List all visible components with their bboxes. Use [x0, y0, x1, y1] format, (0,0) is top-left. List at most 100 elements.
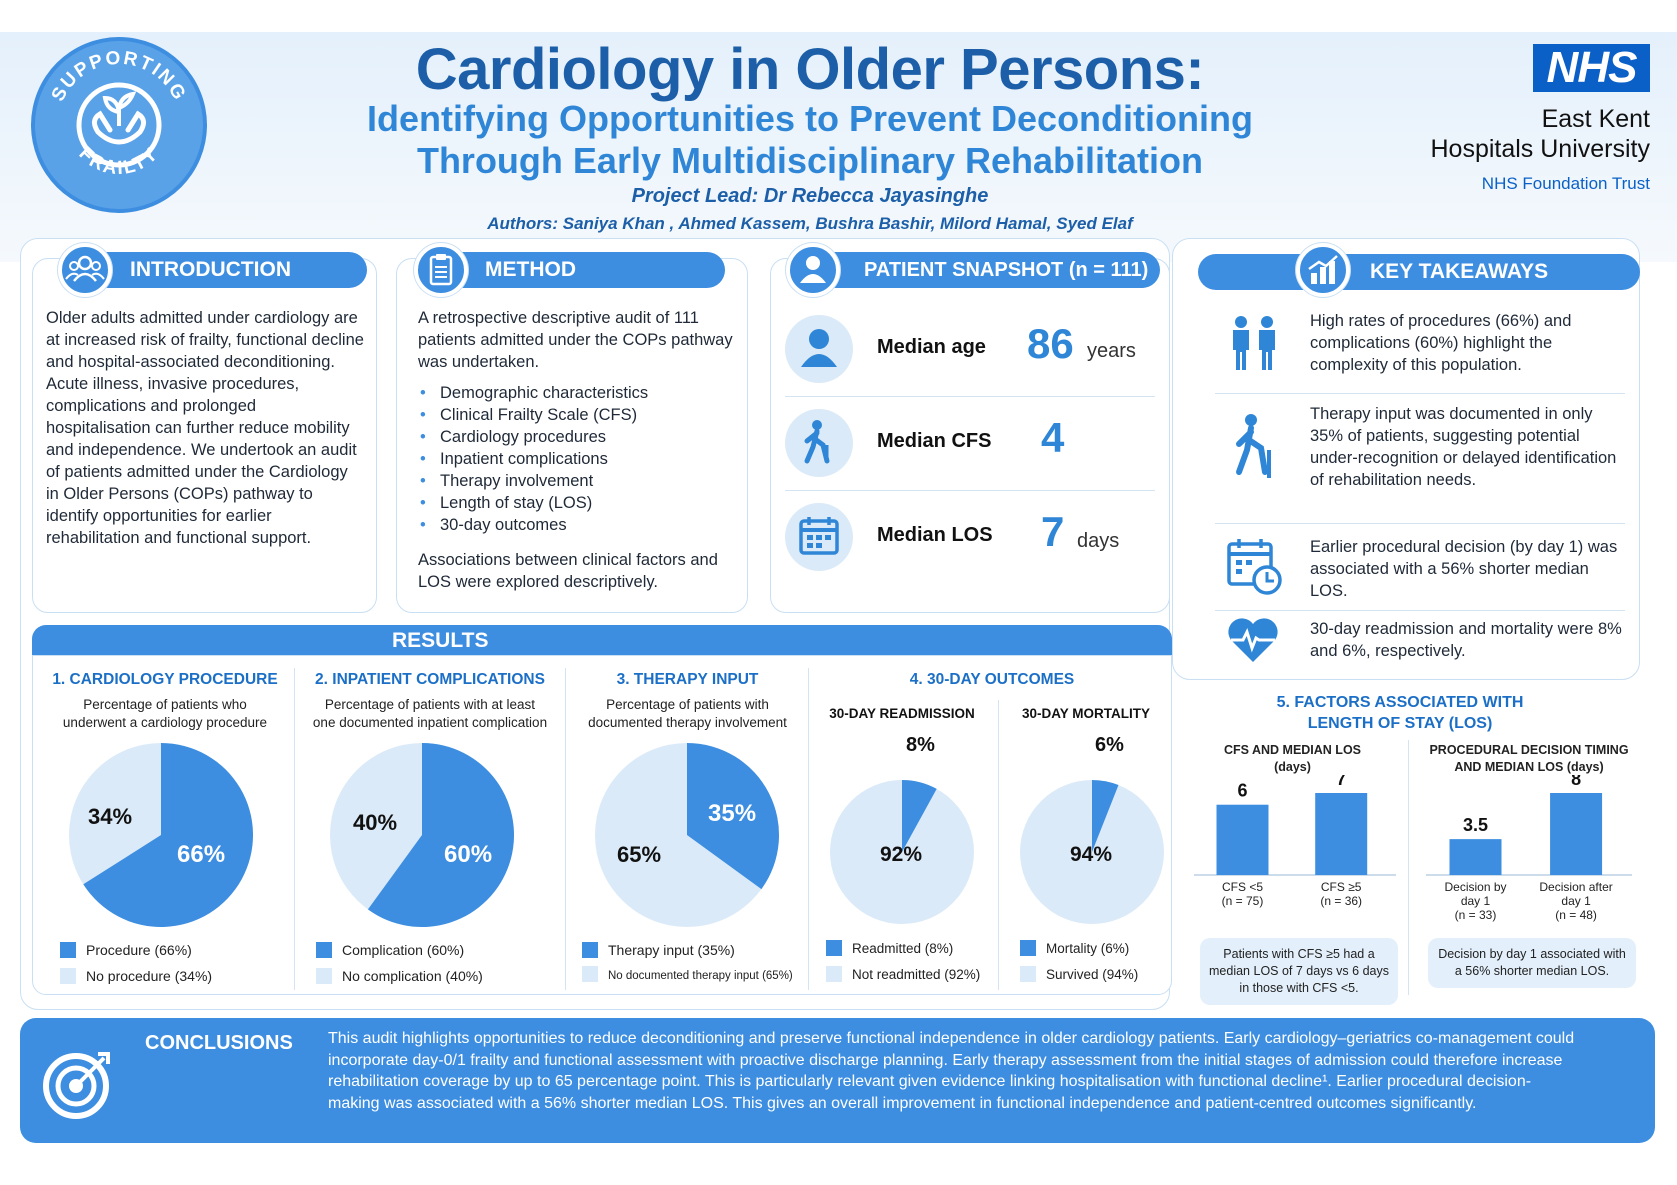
method-item: Clinical Frailty Scale (CFS) — [418, 404, 736, 426]
complications-pie-chart — [330, 743, 514, 927]
cfs-bar-chart: 6 CFS <5(n = 75) 7 CFS ≥5(n = 36) — [1194, 775, 1396, 908]
results-title: RESULTS — [392, 629, 489, 652]
outcomes-title: 4. 30-DAY OUTCOMES — [909, 671, 1075, 688]
bar-category-label: (n = 75) — [1222, 894, 1264, 908]
legend-swatch — [582, 966, 598, 982]
therapy-title: 3. THERAPY INPUT — [616, 671, 759, 688]
legend-swatch — [826, 940, 842, 956]
pie-label-dark: 8% — [906, 734, 935, 756]
procedure-subtitle: Percentage of patients who underwent a c… — [40, 696, 290, 732]
pie-label-light: 40% — [353, 810, 398, 835]
complications-title: 2. INPATIENT COMPLICATIONS — [315, 671, 545, 688]
therapy-subtitle: Percentage of patients with documented t… — [570, 696, 805, 732]
snapshot-value: 4 — [1041, 414, 1065, 461]
takeaway-item: 30-day readmission and mortality were 8%… — [1215, 616, 1635, 676]
snapshot-unit: days — [1077, 530, 1120, 552]
takeaway-text: Therapy input was documented in only 35%… — [1310, 405, 1617, 489]
subtitle-line: Percentage of patients with at least — [324, 697, 536, 712]
divider — [1215, 393, 1625, 394]
heart-pulse-icon — [1225, 616, 1281, 671]
takeaways-card — [1172, 238, 1640, 680]
trust-line-2: Hospitals University — [1430, 135, 1650, 163]
separator — [294, 668, 295, 990]
legend-item: Survived (94%) — [1020, 962, 1138, 988]
snapshot-row-cfs: Median CFS 4 — [785, 404, 1155, 484]
legend-label: Survived (94%) — [1046, 967, 1139, 982]
timing-note: Decision by day 1 associated with a 56% … — [1428, 938, 1636, 988]
pie-label-dark: 60% — [444, 841, 493, 868]
method-item: Therapy involvement — [418, 470, 736, 492]
legend-label: No complication (40%) — [342, 968, 483, 984]
legend-item: No complication (40%) — [316, 963, 483, 989]
legend-swatch — [826, 966, 842, 982]
legend-swatch — [1020, 966, 1036, 982]
separator — [998, 700, 999, 990]
title-line: PROCEDURAL DECISION TIMING — [1429, 743, 1629, 757]
introduction-title: INTRODUCTION — [82, 252, 367, 288]
poster-title: Cardiology in Older Persons: — [415, 37, 1205, 102]
mortality-legend: Mortality (6%) Survived (94%) — [1020, 936, 1138, 988]
legend-item: No procedure (34%) — [60, 963, 212, 989]
bar-category-label: CFS <5 — [1222, 880, 1263, 894]
trust-line-1: East Kent — [1541, 105, 1650, 133]
results-bar: RESULTS — [32, 625, 1172, 655]
subtitle-line: underwent a cardiology procedure — [62, 715, 268, 730]
timing-chart-title: PROCEDURAL DECISION TIMING AND MEDIAN LO… — [1418, 742, 1640, 776]
takeaways-title: KEY TAKEAWAYS — [1198, 254, 1640, 290]
divider — [1215, 523, 1625, 524]
subtitle-line: documented therapy involvement — [588, 715, 787, 730]
readmission-legend: Readmitted (8%) Not readmitted (92%) — [826, 936, 980, 988]
pie-slice-mortality — [1092, 780, 1119, 852]
method-title: METHOD — [440, 252, 725, 288]
snapshot-title: PATIENT SNAPSHOT (n = 111) — [812, 252, 1160, 288]
takeaway-item: High rates of procedures (66%) and compl… — [1215, 302, 1635, 392]
bar-category-label: Decision by — [1444, 880, 1506, 894]
legend-label: Complication (60%) — [342, 942, 465, 958]
cfs-chart-title: CFS AND MEDIAN LOS (days) — [1185, 742, 1400, 776]
bar-value-label: 8 — [1571, 775, 1581, 789]
title-line: AND MEDIAN LOS (days) — [1454, 760, 1604, 774]
legend-swatch — [316, 942, 332, 958]
subtitle-line: one documented inpatient complication — [312, 715, 548, 730]
title-line: (days) — [1274, 760, 1311, 774]
subtitle-line: Percentage of patients with — [606, 697, 769, 712]
readmission-pie-chart — [830, 780, 974, 924]
pie-label-dark: 6% — [1095, 734, 1124, 756]
bar-category-label: day 1 — [1461, 894, 1491, 908]
cfs-note: Patients with CFS ≥5 had a median LOS of… — [1200, 938, 1398, 1005]
divider — [1215, 610, 1625, 611]
bar-category-label: (n = 48) — [1555, 908, 1597, 922]
legend-item: Readmitted (8%) — [826, 936, 980, 962]
mortality-pie-chart — [1020, 780, 1164, 924]
method-item: Demographic characteristics — [418, 382, 736, 404]
authors: Authors: Saniya Khan , Ahmed Kassem, Bus… — [487, 214, 1133, 233]
legend-label: No documented therapy input (65%) — [608, 970, 793, 982]
bar-category-label: (n = 36) — [1320, 894, 1362, 908]
method-outro: Associations between clinical factors an… — [418, 551, 718, 591]
walking-cane-icon — [785, 409, 853, 477]
legend-item: Not readmitted (92%) — [826, 962, 980, 988]
subtitle-line-2: Through Early Multidisciplinary Rehabili… — [416, 140, 1204, 181]
separator — [565, 668, 566, 990]
elderly-walking-icon — [1225, 412, 1285, 487]
method-item: Length of stay (LOS) — [418, 492, 736, 514]
title-line: 5. FACTORS ASSOCIATED WITH — [1276, 694, 1524, 711]
takeaway-item: Therapy input was documented in only 35%… — [1215, 400, 1635, 520]
legend-label: Therapy input (35%) — [608, 942, 735, 958]
person-icon — [785, 315, 853, 383]
conclusions-title: CONCLUSIONS — [145, 1032, 293, 1054]
pie-label-light: 65% — [617, 842, 662, 867]
legend-swatch — [60, 942, 76, 958]
header-background — [0, 32, 1677, 262]
trust-line-3: NHS Foundation Trust — [1481, 174, 1650, 193]
snapshot-value: 86 — [1027, 320, 1074, 367]
bar-category-label: (n = 33) — [1455, 908, 1497, 922]
method-item: Inpatient complications — [418, 448, 736, 470]
legend-item: Mortality (6%) — [1020, 936, 1138, 962]
bar — [1550, 793, 1603, 875]
legend-item: Therapy input (35%) — [582, 937, 793, 963]
people-pair-icon — [1223, 312, 1287, 381]
method-item: Cardiology procedures — [418, 426, 736, 448]
pie-slice-therapy-input — [687, 743, 779, 890]
